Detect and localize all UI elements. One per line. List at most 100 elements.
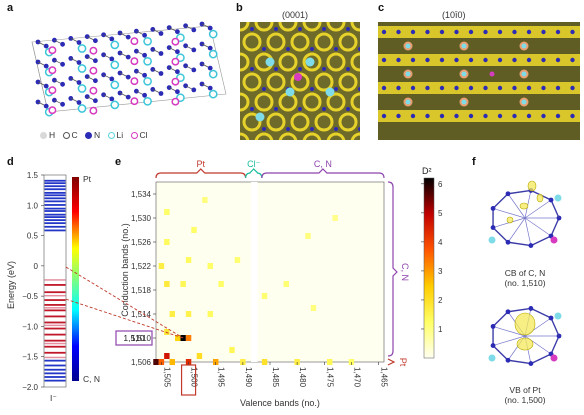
cl-atom (89, 66, 98, 75)
n-atom (158, 31, 164, 36)
e-cell (196, 353, 203, 359)
f-top-caption-1: CB of C, N (505, 268, 546, 278)
bond (507, 359, 532, 365)
cl-atom (48, 66, 57, 75)
panel-a-legend: H C N Li Cl (40, 130, 153, 141)
bond (524, 217, 532, 246)
e-cell (158, 263, 165, 269)
orbital-lobe (536, 193, 544, 203)
level-cn (44, 185, 66, 188)
d-tick-label: 0 (34, 262, 39, 271)
n-atom (439, 113, 445, 119)
e-highlight-y-label: 1,510 (123, 333, 145, 343)
n-atom (570, 57, 575, 63)
bond (507, 307, 532, 313)
density-ring (350, 92, 360, 112)
cl-atom (171, 97, 180, 106)
n-atom (250, 107, 254, 111)
bond (492, 311, 509, 327)
n-atom (191, 27, 197, 33)
n-atom (410, 29, 416, 35)
n-atom (483, 29, 488, 35)
density-ring (338, 72, 358, 92)
e-xtick-label: 1,495 (217, 367, 226, 388)
e-cell (180, 335, 186, 341)
density-ring (240, 52, 250, 72)
n-atom (199, 61, 205, 67)
n-atom (334, 87, 338, 91)
n-atom (142, 32, 147, 38)
li-atom (521, 43, 527, 49)
e-cell (207, 263, 213, 269)
density-ring (266, 72, 286, 92)
e-cell (164, 329, 170, 335)
n-atom (142, 92, 147, 98)
n-atom (468, 57, 474, 63)
bond (492, 208, 526, 219)
density-ring (302, 52, 322, 72)
density-ring (278, 132, 298, 140)
d-tick-label: 0.5 (27, 232, 39, 241)
n-atom (555, 57, 561, 63)
n-atom (512, 29, 517, 35)
e-top-pt-bracket (155, 168, 247, 179)
n-atom (191, 87, 197, 93)
e-cell (164, 239, 170, 245)
level-cn (44, 210, 66, 212)
density-ring (240, 22, 250, 32)
bond (524, 190, 532, 219)
level-cn (44, 222, 66, 225)
bond (492, 227, 509, 243)
density-ring (350, 132, 360, 140)
n-atom (512, 57, 517, 63)
legend-n: N (85, 130, 100, 140)
n-atom (497, 57, 503, 63)
li-atom (77, 84, 87, 93)
cl-atom (489, 71, 495, 77)
bond (550, 199, 560, 219)
n-atom (60, 101, 65, 107)
bond (550, 217, 560, 237)
n-atom (43, 103, 49, 109)
n-atom (134, 28, 139, 34)
li-atom (305, 57, 315, 67)
panel-c-title: (10ī0) (442, 10, 466, 20)
bond (507, 241, 532, 247)
n-atom (262, 127, 266, 131)
cl-atom (550, 236, 558, 244)
n-atom (439, 57, 445, 63)
n-atom (334, 127, 338, 131)
d-colorbar (72, 177, 79, 381)
n-atom (43, 83, 49, 89)
e-cell (169, 311, 175, 317)
f-bottom-caption-1: VB of Pt (509, 385, 541, 395)
e-cell (310, 305, 317, 311)
e-xtick-label: 1,490 (244, 367, 253, 388)
density-ring (302, 132, 322, 140)
n-atom (425, 57, 430, 63)
cl-atom (130, 97, 139, 106)
e-cell (218, 281, 224, 287)
e-xlabel: Valence bands (no.) (240, 398, 320, 408)
e-colorbar (423, 177, 435, 359)
n-atom (134, 68, 139, 74)
n-atom (76, 40, 82, 45)
n-atom (322, 67, 326, 71)
e-ytick-label: 1,534 (131, 190, 152, 199)
bond (507, 217, 526, 243)
li-atom (405, 43, 411, 49)
level-cn (44, 364, 66, 367)
n-atom (490, 324, 496, 329)
n-atom (526, 85, 532, 91)
level-pt (44, 291, 66, 294)
li-atom (325, 87, 335, 97)
level-pt (44, 327, 66, 330)
n-atom (125, 54, 131, 60)
n-atom (68, 76, 74, 81)
level-cn (44, 197, 66, 200)
density-ring (242, 32, 262, 52)
n-atom (35, 59, 41, 65)
n-atom (298, 67, 302, 71)
n-atom (262, 87, 266, 91)
e-ytick-label: 1,522 (131, 262, 152, 271)
